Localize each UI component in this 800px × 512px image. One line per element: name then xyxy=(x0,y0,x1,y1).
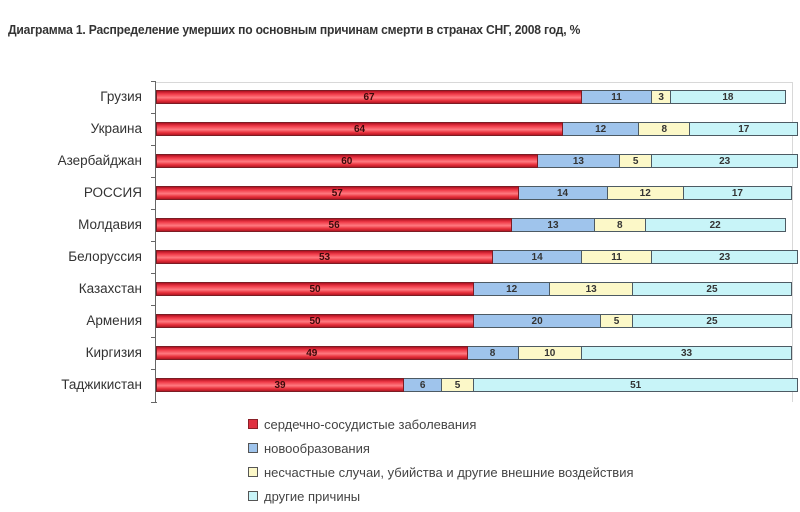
category-label: Армения xyxy=(86,313,142,328)
cardio-segment: 39 xyxy=(156,378,405,392)
neoplasms-segment: 11 xyxy=(582,90,653,104)
category-label: Таджикистан xyxy=(61,377,142,392)
accidents-segment: 5 xyxy=(442,378,474,392)
neoplasms-segment: 14 xyxy=(493,250,583,264)
accidents-segment: 8 xyxy=(639,122,691,136)
category-label: Киргизия xyxy=(85,345,142,360)
legend-swatch-cardio xyxy=(248,419,258,429)
other-segment: 33 xyxy=(582,346,792,360)
neoplasms-segment: 12 xyxy=(474,282,551,296)
plot-area xyxy=(155,82,793,402)
cardio-segment: 50 xyxy=(156,282,474,296)
category-label: РОССИЯ xyxy=(83,185,142,200)
y-axis-tick xyxy=(151,145,156,146)
neoplasms-segment: 12 xyxy=(563,122,640,136)
neoplasms-segment: 13 xyxy=(537,154,621,168)
y-axis-tick xyxy=(151,113,156,114)
other-segment: 23 xyxy=(652,154,799,168)
cardio-segment: 57 xyxy=(156,186,519,200)
other-segment: 23 xyxy=(652,250,799,264)
y-axis-tick xyxy=(151,241,156,242)
cardio-segment: 49 xyxy=(156,346,468,360)
other-segment: 18 xyxy=(671,90,786,104)
other-segment: 25 xyxy=(632,314,792,328)
legend-item-cardio: сердечно-сосудистые заболевания xyxy=(248,412,634,436)
category-label: Украина xyxy=(90,121,142,136)
legend-label: сердечно-сосудистые заболевания xyxy=(264,416,477,432)
cardio-segment: 67 xyxy=(156,90,583,104)
cardio-segment: 50 xyxy=(156,314,474,328)
neoplasms-segment: 13 xyxy=(512,218,595,232)
cardio-segment: 56 xyxy=(156,218,513,232)
stacked-bar: 64 12 8 17 xyxy=(156,122,799,136)
accidents-segment: 5 xyxy=(620,154,653,168)
legend: сердечно-сосудистые заболевания новообра… xyxy=(248,412,634,508)
y-axis-tick xyxy=(151,305,156,306)
cardio-segment: 60 xyxy=(156,154,538,168)
legend-label: другие причины xyxy=(264,488,361,504)
accidents-segment: 8 xyxy=(594,218,646,232)
other-segment: 25 xyxy=(632,282,792,296)
accidents-segment: 5 xyxy=(601,314,633,328)
y-axis-tick xyxy=(151,337,156,338)
accidents-segment: 12 xyxy=(607,186,684,200)
other-segment: 17 xyxy=(690,122,799,136)
stacked-bar: 56 13 8 22 xyxy=(156,218,786,232)
legend-item-neoplasms: новообразования xyxy=(248,436,634,460)
category-label: Азербайджан xyxy=(57,153,142,168)
category-label: Белоруссия xyxy=(68,249,142,264)
category-label: Казахстан xyxy=(78,281,142,296)
accidents-segment: 3 xyxy=(652,90,672,104)
neoplasms-segment: 6 xyxy=(404,378,443,392)
cardio-segment: 64 xyxy=(156,122,564,136)
legend-swatch-neoplasms xyxy=(248,443,258,453)
y-axis xyxy=(155,82,156,403)
accidents-segment: 13 xyxy=(550,282,633,296)
stacked-bar: 50 20 5 25 xyxy=(156,314,792,328)
stacked-bar: 67 11 3 18 xyxy=(156,90,786,104)
other-segment: 17 xyxy=(683,186,792,200)
y-axis-tick xyxy=(151,369,156,370)
legend-item-accidents: несчастные случаи, убийства и другие вне… xyxy=(248,460,634,484)
stacked-bar: 39 6 5 51 xyxy=(156,378,799,392)
legend-swatch-accidents xyxy=(248,467,258,477)
other-segment: 22 xyxy=(645,218,786,232)
category-label: Грузия xyxy=(100,89,142,104)
stacked-bar: 60 13 5 23 xyxy=(156,154,799,168)
y-axis-tick xyxy=(151,177,156,178)
legend-label: новообразования xyxy=(264,440,370,456)
accidents-segment: 10 xyxy=(518,346,583,360)
cardio-segment: 53 xyxy=(156,250,494,264)
neoplasms-segment: 14 xyxy=(518,186,608,200)
legend-item-other: другие причины xyxy=(248,484,634,508)
chart-title: Диаграмма 1. Распределение умерших по ос… xyxy=(8,22,581,37)
y-axis-tick xyxy=(151,81,156,82)
y-axis-tick xyxy=(151,209,156,210)
stacked-bar: 57 14 12 17 xyxy=(156,186,792,200)
x-axis-stub xyxy=(151,402,157,403)
neoplasms-segment: 8 xyxy=(467,346,519,360)
y-axis-tick xyxy=(151,273,156,274)
legend-swatch-other xyxy=(248,491,258,501)
legend-label: несчастные случаи, убийства и другие вне… xyxy=(264,464,634,480)
stacked-bar: 49 8 10 33 xyxy=(156,346,792,360)
category-label: Молдавия xyxy=(78,217,142,232)
neoplasms-segment: 20 xyxy=(474,314,602,328)
other-segment: 51 xyxy=(473,378,799,392)
stacked-bar: 50 12 13 25 xyxy=(156,282,792,296)
accidents-segment: 11 xyxy=(582,250,653,264)
stacked-bar: 53 14 11 23 xyxy=(156,250,799,264)
